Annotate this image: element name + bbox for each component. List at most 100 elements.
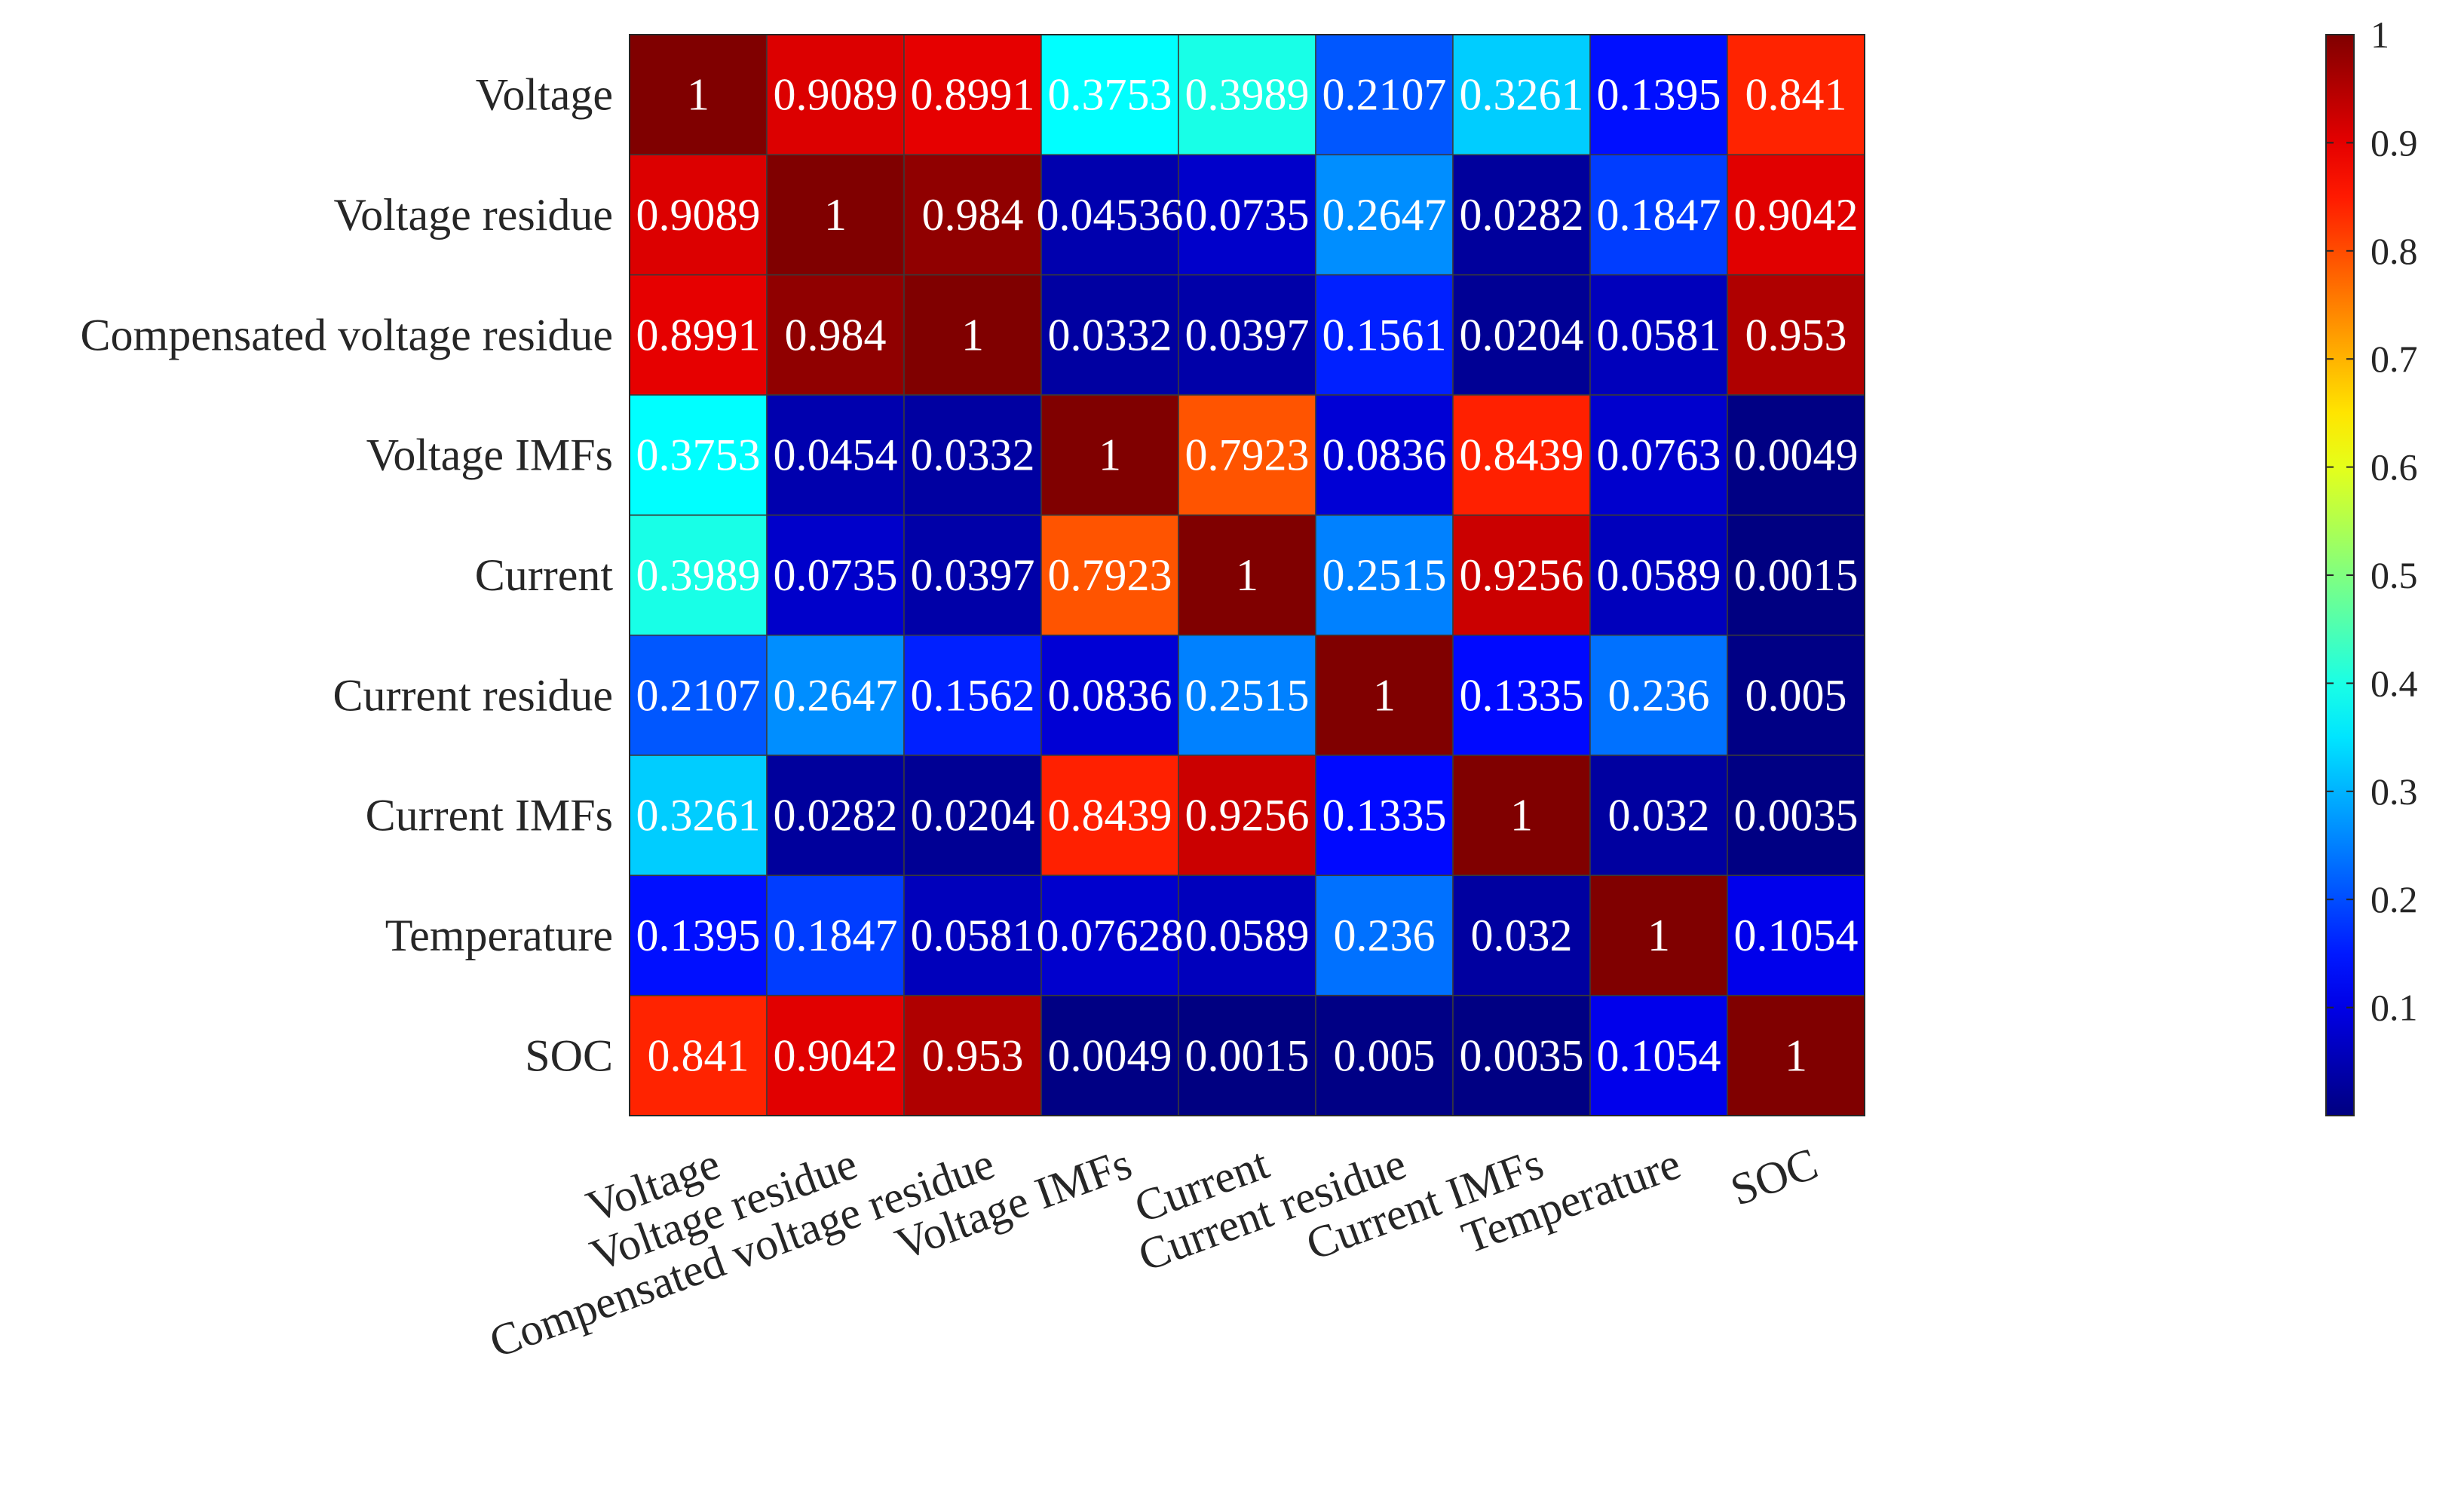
cell-value-label: 0.0015 xyxy=(1734,550,1859,600)
cell-value-label: 0.0204 xyxy=(1460,310,1584,360)
cell-value-label: 0.0282 xyxy=(1460,190,1584,240)
row-label: Current IMFs xyxy=(366,791,613,840)
heatmap-cell xyxy=(1040,274,1179,396)
cell-value-label: 0.841 xyxy=(1745,70,1847,120)
cell-value-label: 0.0836 xyxy=(1048,670,1172,720)
cell-value-label: 0.3261 xyxy=(636,791,761,840)
cell-value-label: 0.07628 xyxy=(1037,911,1184,960)
plot-frame xyxy=(629,34,1865,1116)
heatmap-cell xyxy=(903,274,1042,396)
cell-value-label: 0.1054 xyxy=(1597,1030,1721,1080)
cell-value-label: 1 xyxy=(1373,670,1396,720)
heatmap-cell xyxy=(1589,154,1728,276)
heatmap-cell xyxy=(766,514,905,636)
cell-value-label: 1 xyxy=(1099,430,1121,480)
heatmap-cell xyxy=(629,634,768,756)
heatmap-cell xyxy=(1727,634,1865,756)
heatmap-cell xyxy=(903,514,1042,636)
cell-value-label: 0.1395 xyxy=(1597,70,1721,120)
cell-value-label: 0.0049 xyxy=(1048,1030,1172,1080)
cell-value-label: 0.0397 xyxy=(911,550,1035,600)
heatmap-cell xyxy=(1452,274,1591,396)
heatmap-cell xyxy=(903,634,1042,756)
cell-value-label: 0.3753 xyxy=(636,430,761,480)
heatmap-cell xyxy=(629,755,768,877)
heatmap-cell xyxy=(1452,514,1591,636)
heatmap-cell xyxy=(766,34,905,156)
cell-value-label: 0.8991 xyxy=(911,70,1035,120)
cell-value-label: 0.0735 xyxy=(774,550,898,600)
cell-value-label: 0.0589 xyxy=(1597,550,1721,600)
heatmap-cell xyxy=(1452,994,1591,1116)
cell-value-label: 0.0454 xyxy=(774,430,898,480)
heatmap-cell xyxy=(1727,394,1865,516)
cell-value-label: 0.984 xyxy=(922,190,1024,240)
heatmap-cell xyxy=(1589,874,1728,997)
cell-value-label: 0.1335 xyxy=(1322,791,1447,840)
heatmap-cell xyxy=(1315,994,1454,1116)
cell-value-label: 0.7923 xyxy=(1185,430,1310,480)
cell-value-label: 0.0015 xyxy=(1185,1030,1310,1080)
cell-value-label: 0.005 xyxy=(1334,1030,1436,1080)
cell-value-label: 0.3989 xyxy=(1185,70,1310,120)
heatmap-cell xyxy=(903,994,1042,1116)
heatmap-cell xyxy=(1040,514,1179,636)
heatmap-cell xyxy=(766,994,905,1116)
heatmap-cell xyxy=(766,394,905,516)
cell-value-label: 1 xyxy=(1647,911,1670,960)
cell-value-label: 0.2647 xyxy=(774,670,898,720)
heatmap-cell xyxy=(1589,34,1728,156)
heatmap-cell xyxy=(766,755,905,877)
cell-value-label: 0.841 xyxy=(648,1030,749,1080)
cell-value-label: 0.9089 xyxy=(774,70,898,120)
colorbar-tick-label: 0.4 xyxy=(2371,662,2418,704)
heatmap-cell xyxy=(1727,274,1865,396)
heatmap-cell xyxy=(1178,274,1316,396)
heatmap-cell xyxy=(1178,755,1316,877)
cell-value-label: 0.236 xyxy=(1608,670,1710,720)
row-labels: Voltage Voltage residue Compensated voltag… xyxy=(81,70,614,1081)
cell-value-label: 0.0035 xyxy=(1734,791,1859,840)
cell-value-label: 0.3753 xyxy=(1048,70,1172,120)
heatmap-cell-values: 1 0.9089 0.8991 0.3753 0.3989 0.2107 0.3261 0.1… xyxy=(636,70,1859,1081)
heatmap-cell xyxy=(1589,394,1728,516)
heatmap-cell xyxy=(1315,34,1454,156)
cell-value-label: 0.7923 xyxy=(1048,550,1172,600)
cell-value-label: 0.0836 xyxy=(1322,430,1447,480)
cell-value-label: 0.032 xyxy=(1471,911,1573,960)
cell-value-label: 0.3989 xyxy=(636,550,761,600)
heatmap-cell xyxy=(1315,514,1454,636)
colorbar-tick-label: 0.2 xyxy=(2371,878,2418,920)
cell-value-label: 0.0049 xyxy=(1734,430,1859,480)
colorbar-tick-label: 0.8 xyxy=(2371,230,2418,272)
heatmap-cell xyxy=(766,634,905,756)
colorbar-tick-label: 0.9 xyxy=(2371,121,2418,164)
colorbar-tick-label: 0.3 xyxy=(2371,770,2418,813)
cell-value-label: 1 xyxy=(1236,550,1258,600)
cell-value-label: 0.1335 xyxy=(1460,670,1584,720)
colorbar-tick-label: 1 xyxy=(2371,14,2389,56)
colorbar-tick-label: 0.5 xyxy=(2371,554,2418,596)
cell-value-label: 0.3261 xyxy=(1460,70,1584,120)
cell-value-label: 0.8439 xyxy=(1460,430,1584,480)
heatmap-cell xyxy=(1040,154,1179,276)
heatmap-cell xyxy=(1452,154,1591,276)
cell-value-label: 1 xyxy=(1510,791,1533,840)
heatmap-cell xyxy=(1727,874,1865,997)
heatmap-cell xyxy=(903,755,1042,877)
cell-value-label: 0.0581 xyxy=(1597,310,1721,360)
cell-value-label: 0.04536 xyxy=(1037,190,1184,240)
heatmap-cell xyxy=(1178,874,1316,997)
heatmap-cell xyxy=(1315,154,1454,276)
cell-value-label: 0.9256 xyxy=(1460,550,1584,600)
cell-value-label: 0.2515 xyxy=(1185,670,1310,720)
heatmap-cell xyxy=(1040,994,1179,1116)
heatmap-cell xyxy=(1727,994,1865,1116)
heatmap-cell xyxy=(629,154,768,276)
row-label: Current residue xyxy=(333,670,613,720)
heatmap-cell xyxy=(1589,634,1728,756)
cell-value-label: 0.0332 xyxy=(911,430,1035,480)
colorbar: 0.1 0.2 0.3 0.4 0.5 0.6 0.7 0.8 0.9 1 xyxy=(2325,14,2418,1116)
cell-value-label: 0.236 xyxy=(1334,911,1436,960)
